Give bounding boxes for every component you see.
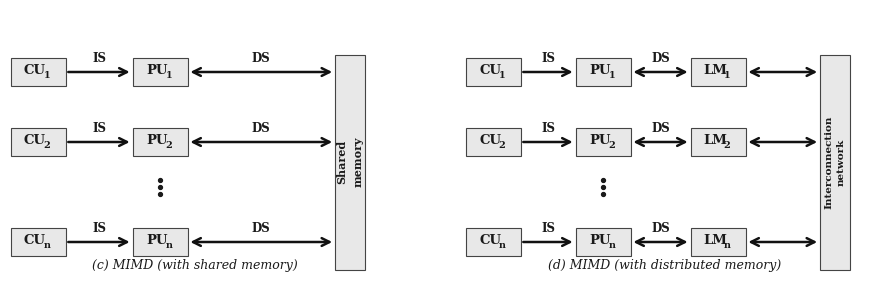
Text: Interconnection
network: Interconnection network (824, 115, 845, 209)
Text: CU: CU (479, 65, 501, 78)
Text: IS: IS (92, 222, 106, 235)
FancyBboxPatch shape (465, 128, 521, 156)
FancyBboxPatch shape (691, 128, 746, 156)
Text: n: n (724, 241, 731, 250)
Text: PU: PU (146, 65, 167, 78)
Text: IS: IS (92, 122, 106, 135)
Text: n: n (609, 241, 616, 250)
Text: PU: PU (146, 235, 167, 248)
FancyBboxPatch shape (576, 228, 630, 256)
Text: DS: DS (651, 122, 670, 135)
Text: n: n (44, 241, 51, 250)
Text: 1: 1 (609, 72, 615, 80)
Text: DS: DS (252, 52, 271, 65)
Text: 2: 2 (498, 142, 506, 151)
FancyBboxPatch shape (11, 228, 66, 256)
Text: DS: DS (252, 222, 271, 235)
Text: CU: CU (479, 135, 501, 147)
Text: IS: IS (541, 52, 555, 65)
FancyBboxPatch shape (133, 228, 188, 256)
FancyBboxPatch shape (576, 58, 630, 86)
Text: 2: 2 (166, 142, 173, 151)
Text: 2: 2 (44, 142, 51, 151)
Text: 2: 2 (724, 142, 731, 151)
Text: DS: DS (651, 52, 670, 65)
Text: CU: CU (24, 135, 46, 147)
Text: PU: PU (589, 135, 611, 147)
Text: IS: IS (541, 122, 555, 135)
Text: LM: LM (703, 65, 727, 78)
Text: DS: DS (651, 222, 670, 235)
FancyBboxPatch shape (465, 228, 521, 256)
FancyBboxPatch shape (576, 128, 630, 156)
Text: 2: 2 (609, 142, 615, 151)
Text: LM: LM (703, 135, 727, 147)
Text: Shared
memory: Shared memory (336, 137, 363, 187)
FancyBboxPatch shape (691, 228, 746, 256)
Text: PU: PU (146, 135, 167, 147)
Text: CU: CU (24, 65, 46, 78)
FancyBboxPatch shape (691, 58, 746, 86)
Text: CU: CU (24, 235, 46, 248)
FancyBboxPatch shape (11, 58, 66, 86)
FancyBboxPatch shape (335, 54, 365, 270)
FancyBboxPatch shape (133, 58, 188, 86)
Text: (c) MIMD (with shared memory): (c) MIMD (with shared memory) (93, 259, 298, 272)
Text: 1: 1 (44, 72, 51, 80)
FancyBboxPatch shape (11, 128, 66, 156)
Text: LM: LM (703, 235, 727, 248)
Text: 1: 1 (498, 72, 506, 80)
FancyBboxPatch shape (820, 54, 850, 270)
FancyBboxPatch shape (133, 128, 188, 156)
Text: n: n (166, 241, 173, 250)
Text: IS: IS (541, 222, 555, 235)
Text: DS: DS (252, 122, 271, 135)
Text: n: n (498, 241, 506, 250)
Text: 1: 1 (166, 72, 173, 80)
FancyBboxPatch shape (465, 58, 521, 86)
Text: (d) MIMD (with distributed memory): (d) MIMD (with distributed memory) (548, 259, 781, 272)
Text: PU: PU (589, 65, 611, 78)
Text: PU: PU (589, 235, 611, 248)
Text: IS: IS (92, 52, 106, 65)
Text: CU: CU (479, 235, 501, 248)
Text: 1: 1 (724, 72, 731, 80)
